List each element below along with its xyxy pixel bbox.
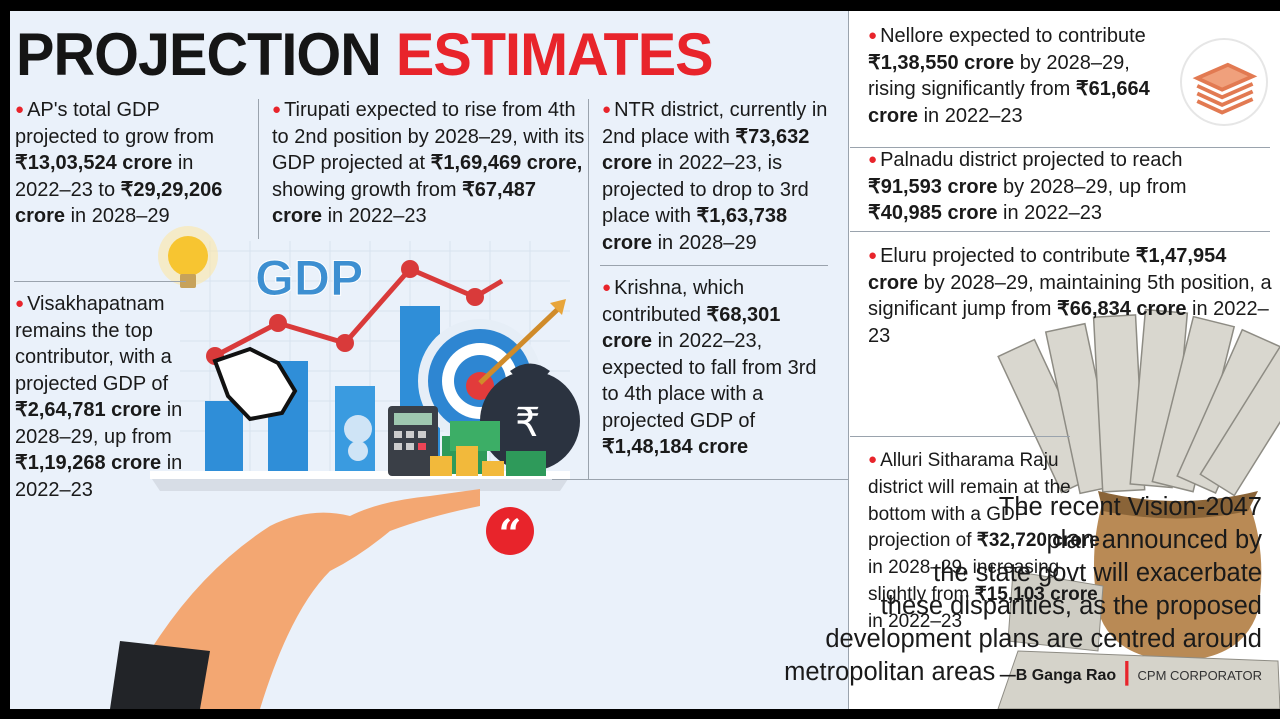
divider [600, 265, 828, 266]
palnadu-block: ● Palnadu district projected to reach ₹91… [868, 149, 1187, 224]
divider [848, 11, 849, 709]
bullet-icon: ● [868, 247, 878, 264]
divider [588, 99, 589, 479]
tirupati-block: ● Tirupati expected to rise from 4th to 2… [272, 99, 585, 227]
quote-last-line: metropolitan areas —B Ganga Rao | CPM CO… [784, 658, 1262, 686]
infographic: GDP ₹ [10, 11, 1280, 709]
bullet-icon: ● [868, 27, 878, 44]
bullet-icon: ● [868, 151, 878, 168]
bullet-icon: ● [602, 101, 612, 118]
quote-line: development plans are centred around [825, 625, 1262, 653]
alluri-block: ● Alluri Sitharama Raju district will rem… [868, 450, 1100, 632]
ap-total-gdp-block: ● AP's total GDP projected to grow from ₹… [15, 99, 223, 227]
cash-sack-icon [997, 308, 1280, 709]
bullet-icon: ● [15, 295, 25, 312]
quote-line: the state govt will exacerbate [933, 559, 1262, 587]
bullet-icon: ● [272, 101, 282, 118]
divider [258, 99, 259, 239]
eluru-block: ● Eluru projected to contribute ₹1,47,954… [868, 245, 1272, 347]
divider [552, 479, 848, 480]
divider [14, 281, 186, 282]
divider [850, 231, 1270, 232]
quote-author: B Ganga Rao [1015, 667, 1117, 684]
ntr-district-block: ● NTR district, currently in 2nd place wi… [602, 99, 828, 254]
krishna-block: ● Krishna, which contributed ₹68,301 cror… [602, 277, 817, 458]
cash-illustration [997, 308, 1280, 709]
quote-line: plan announced by [1046, 526, 1262, 554]
money-bundle-icon [1180, 38, 1268, 126]
bullet-icon: ● [868, 451, 878, 468]
visakhapatnam-block: ● Visakhapatnam remains the top contribut… [15, 293, 183, 501]
bullet-icon: ● [602, 279, 612, 296]
divider [850, 147, 1270, 148]
divider [850, 436, 1070, 437]
title-part-1: PROJECTION [16, 21, 382, 88]
nellore-block: ● Nellore expected to contribute ₹1,38,55… [868, 25, 1150, 127]
bullet-icon: ● [15, 101, 25, 118]
quote: The recent Vision-2047 plan announced by… [702, 491, 1262, 692]
title-part-2: ESTIMATES [395, 21, 714, 88]
quote-author-role: CPM CORPORATOR [1137, 668, 1262, 683]
quote-line: The recent Vision-2047 [998, 493, 1262, 521]
quote-line: these disparities, as the proposed [880, 592, 1262, 620]
page-title: PROJECTION ESTIMATES [16, 17, 714, 93]
quote-icon: “ [486, 507, 534, 558]
